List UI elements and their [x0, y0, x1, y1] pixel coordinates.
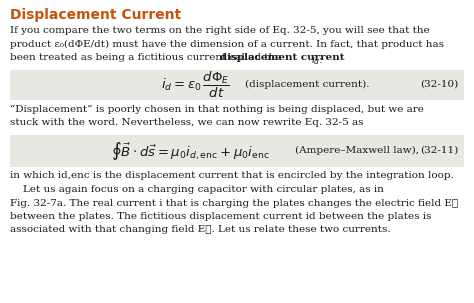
Text: (displacement current).: (displacement current). — [245, 80, 370, 89]
Text: If you compare the two terms on the right side of Eq. 32-5, you will see that th: If you compare the two terms on the righ… — [10, 26, 430, 35]
FancyBboxPatch shape — [10, 69, 464, 99]
Text: $\oint \vec{B} \cdot d\vec{s} = \mu_0 i_{d,\mathrm{enc}} + \mu_0 i_{\mathrm{enc}: $\oint \vec{B} \cdot d\vec{s} = \mu_0 i_… — [111, 139, 269, 161]
Text: $i_d = \varepsilon_0\,\dfrac{d\Phi_E}{dt}$: $i_d = \varepsilon_0\,\dfrac{d\Phi_E}{dt… — [161, 69, 229, 100]
Text: “Displacement” is poorly chosen in that nothing is being displaced, but we are: “Displacement” is poorly chosen in that … — [10, 105, 424, 114]
Text: between the plates. The fictitious displacement current id between the plates is: between the plates. The fictitious displ… — [10, 212, 431, 221]
Text: Displacement Current: Displacement Current — [10, 8, 181, 22]
Text: (32-11): (32-11) — [420, 146, 458, 155]
Text: Let us again focus on a charging capacitor with circular plates, as in: Let us again focus on a charging capacit… — [10, 185, 384, 194]
Text: stuck with the word. Nevertheless, we can now rewrite Eq. 32-5 as: stuck with the word. Nevertheless, we ca… — [10, 118, 364, 127]
Text: Fig. 32-7a. The real current i that is charging the plates changes the electric : Fig. 32-7a. The real current i that is c… — [10, 198, 458, 208]
Text: $\mathit{i}_d$:: $\mathit{i}_d$: — [311, 53, 323, 67]
Text: been treated as being a fictitious current called the: been treated as being a fictitious curre… — [10, 53, 284, 62]
Text: (32-10): (32-10) — [420, 80, 458, 89]
Text: (Ampere–Maxwell law),: (Ampere–Maxwell law), — [295, 146, 419, 155]
Text: product ε₀(dΦE/dt) must have the dimension of a current. In fact, that product h: product ε₀(dΦE/dt) must have the dimensi… — [10, 39, 444, 48]
Text: associated with that changing field E⃗. Let us relate these two currents.: associated with that changing field E⃗. … — [10, 225, 391, 235]
FancyBboxPatch shape — [10, 135, 464, 167]
Text: displacement current: displacement current — [219, 53, 347, 62]
Text: in which id,enc is the displacement current that is encircled by the integration: in which id,enc is the displacement curr… — [10, 171, 454, 181]
